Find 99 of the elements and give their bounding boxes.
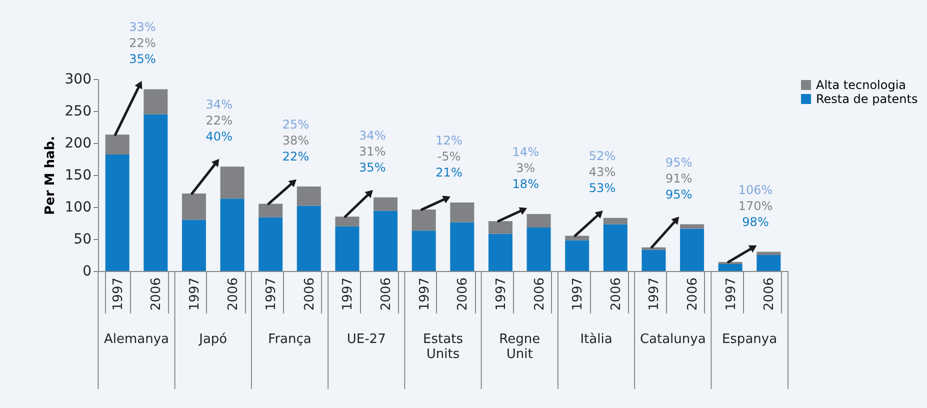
annotation: 52% xyxy=(588,148,616,163)
annotation: 22% xyxy=(282,150,310,164)
annotation: 170% xyxy=(738,198,773,213)
annotation: 34% xyxy=(359,128,386,142)
bar xyxy=(603,218,628,224)
x-tick-label: 2006 xyxy=(456,278,471,311)
text: Itàlia xyxy=(580,332,612,347)
bar xyxy=(182,220,206,271)
bar xyxy=(488,221,512,234)
bar xyxy=(526,227,551,271)
x-tick-label: 2006 xyxy=(608,278,624,311)
y-tick-label: 50 xyxy=(74,232,92,248)
bar xyxy=(565,236,590,240)
bar xyxy=(450,222,474,271)
x-tick-label: 2006 xyxy=(149,278,164,311)
bar xyxy=(412,210,436,231)
x-tick-label: 1997 xyxy=(264,278,280,311)
annotation: 34% xyxy=(206,98,232,112)
x-tick-label: 2006 xyxy=(226,278,241,311)
bar xyxy=(296,186,321,206)
annotation: 40% xyxy=(206,130,232,144)
text: Estats Units xyxy=(423,332,464,362)
annotation: 106% xyxy=(738,182,773,197)
bar xyxy=(756,252,781,255)
annotation: 25% xyxy=(282,118,310,132)
x-tick-label: 2006 xyxy=(762,278,778,311)
bar xyxy=(296,206,321,271)
bar xyxy=(258,204,283,218)
text: 22% xyxy=(129,36,156,50)
bar xyxy=(105,154,130,271)
legend-label: Resta de patents xyxy=(816,92,918,106)
bar xyxy=(488,234,512,271)
y-tick-label: 300 xyxy=(64,72,92,88)
bar xyxy=(335,226,360,271)
y-axis-title: Per M hab. xyxy=(42,136,58,216)
annotation: 38% xyxy=(282,134,310,148)
bar xyxy=(220,166,244,199)
text: Regne Unit xyxy=(499,332,540,362)
bar xyxy=(680,224,704,229)
y-tick-label: 0 xyxy=(82,264,92,280)
annotation: -5% xyxy=(437,150,461,164)
annotation: 3% xyxy=(516,161,536,176)
bar xyxy=(718,264,742,271)
annotation: 95% xyxy=(666,187,692,202)
annotation: 53% xyxy=(588,180,616,195)
bar xyxy=(374,210,398,271)
annotation: 12% xyxy=(436,134,462,148)
text: UE-27 xyxy=(346,332,386,347)
annotation: 18% xyxy=(512,177,539,192)
annotation: 95% xyxy=(666,155,692,170)
x-tick-label: 2006 xyxy=(686,278,701,311)
y-tick-label: 200 xyxy=(64,136,92,152)
x-tick-label: 2006 xyxy=(532,278,548,311)
x-tick-label: 2006 xyxy=(379,278,394,311)
bar xyxy=(258,217,283,271)
annotation: 14% xyxy=(512,145,539,160)
bar xyxy=(182,194,206,220)
x-tick-label: 1997 xyxy=(187,278,202,311)
text: Espanya xyxy=(722,332,778,347)
bar xyxy=(526,214,551,228)
y-tick-label: 150 xyxy=(64,168,92,184)
bar xyxy=(756,255,781,271)
x-tick-label: 1997 xyxy=(340,278,356,311)
x-tick-label: 1997 xyxy=(110,278,126,311)
x-tick-label: 1997 xyxy=(494,278,509,311)
y-tick-label: 100 xyxy=(64,200,92,216)
annotation: 98% xyxy=(742,214,769,229)
bar xyxy=(335,216,360,226)
bar xyxy=(450,202,474,222)
text: Catalunya xyxy=(640,332,706,347)
bar xyxy=(680,228,704,271)
bar xyxy=(374,197,398,211)
bar xyxy=(144,114,168,271)
annotation: 22% xyxy=(206,114,232,128)
bar xyxy=(220,198,244,271)
y-tick-label: 250 xyxy=(64,104,92,120)
text: Alemanya xyxy=(104,332,170,347)
bar xyxy=(642,250,666,271)
bar xyxy=(412,230,436,271)
x-tick-label: 1997 xyxy=(570,278,586,311)
x-tick-label: 2006 xyxy=(302,278,318,311)
x-tick-label: 1997 xyxy=(724,278,739,311)
annotation: 91% xyxy=(666,171,692,186)
annotation: 31% xyxy=(359,144,386,158)
text: 33% xyxy=(129,20,156,34)
annotation: 21% xyxy=(436,166,462,180)
text: Japó xyxy=(198,332,228,347)
bar xyxy=(642,247,666,250)
bar xyxy=(144,89,168,114)
legend-label: Alta tecnologia xyxy=(816,78,906,92)
annotation: 43% xyxy=(588,164,616,179)
x-tick-label: 1997 xyxy=(417,278,432,311)
bar xyxy=(565,240,590,271)
text: 35% xyxy=(129,52,156,66)
bar xyxy=(105,134,130,155)
annotation: 35% xyxy=(359,160,386,174)
text: França xyxy=(268,332,312,347)
bar xyxy=(603,224,628,271)
x-tick-label: 1997 xyxy=(647,278,662,311)
